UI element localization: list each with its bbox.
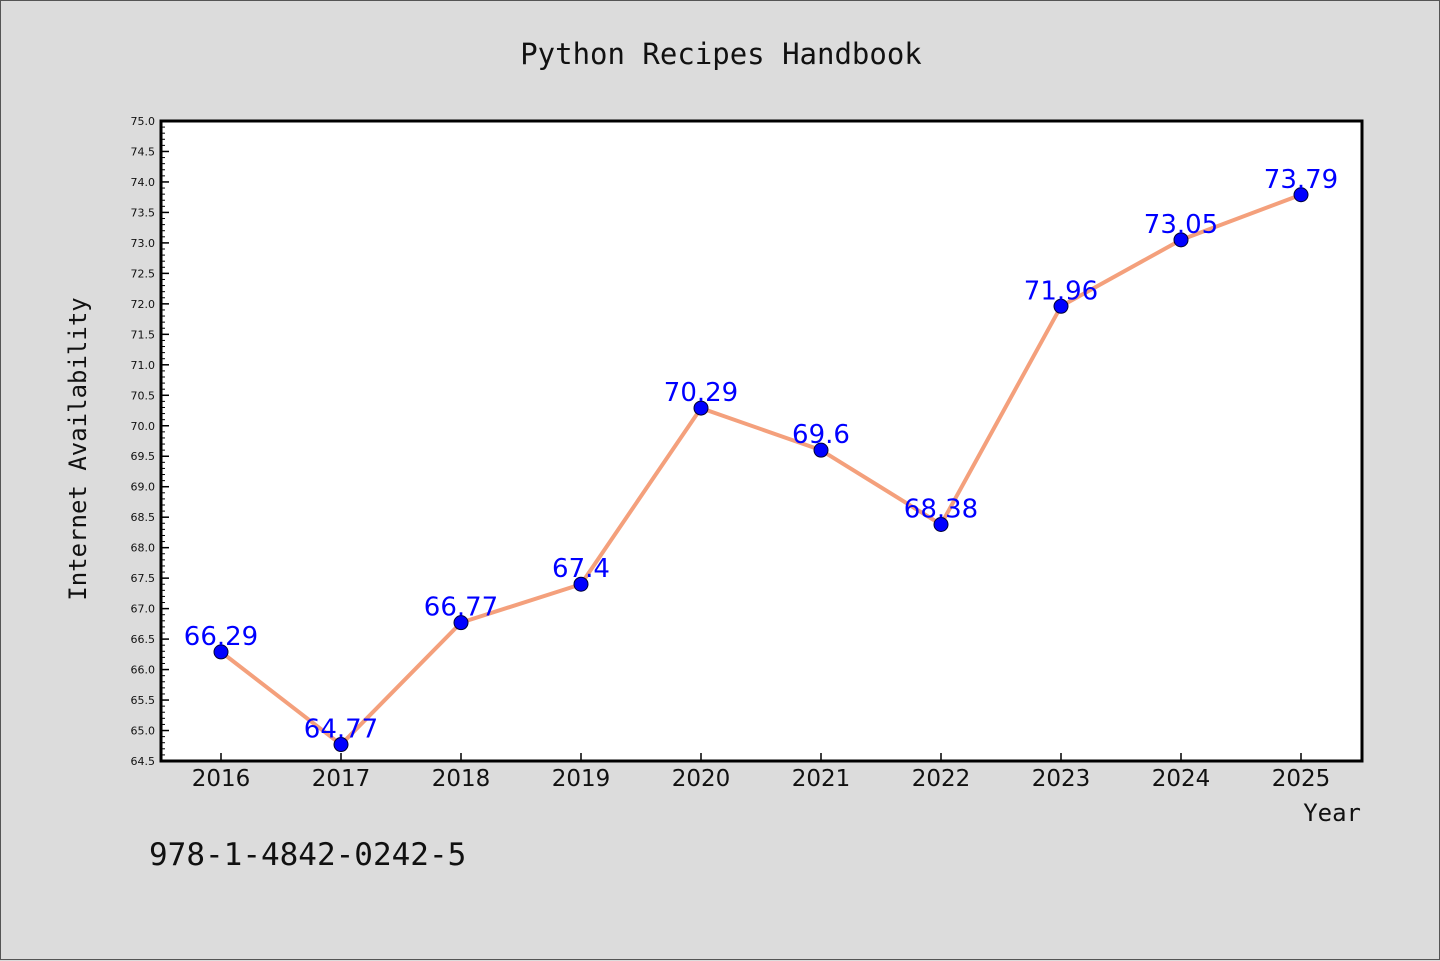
x-tick-label: 2020 bbox=[672, 766, 731, 792]
x-tick-label: 2022 bbox=[912, 766, 971, 792]
x-tick-label: 2024 bbox=[1152, 766, 1211, 792]
x-axis-ticks: 2016 2017 2018 2019 2020 2021 2022 2023 2024 2025 bbox=[192, 753, 1331, 792]
y-tick-label: 74.0 bbox=[131, 176, 156, 189]
data-label: 73.79 bbox=[1264, 165, 1338, 195]
y-tick-label: 67.0 bbox=[131, 603, 156, 616]
data-label: 66.29 bbox=[184, 622, 258, 652]
data-label: 66.77 bbox=[424, 593, 498, 623]
x-tick-label: 2019 bbox=[552, 766, 611, 792]
x-tick-label: 2025 bbox=[1272, 766, 1331, 792]
data-label: 67.4 bbox=[552, 554, 610, 584]
data-label: 70.29 bbox=[664, 378, 738, 408]
y-tick-label: 74.5 bbox=[131, 145, 156, 158]
y-tick-label: 68.5 bbox=[131, 511, 156, 524]
y-tick-label: 72.5 bbox=[131, 267, 156, 280]
data-point bbox=[333, 737, 349, 753]
data-label: 69.6 bbox=[792, 420, 850, 450]
data-point bbox=[573, 576, 589, 592]
x-tick-label: 2021 bbox=[792, 766, 851, 792]
y-tick-label: 70.0 bbox=[131, 420, 156, 433]
data-label: 73.05 bbox=[1144, 210, 1218, 240]
data-point bbox=[933, 517, 949, 533]
data-point bbox=[813, 442, 829, 458]
y-tick-label: 72.0 bbox=[131, 298, 156, 311]
x-tick-label: 2017 bbox=[312, 766, 371, 792]
data-point bbox=[1053, 298, 1069, 314]
series-line bbox=[219, 192, 1303, 747]
y-tick-label: 71.5 bbox=[131, 328, 156, 341]
y-tick-label: 66.5 bbox=[131, 633, 156, 646]
data-label: 71.96 bbox=[1024, 276, 1098, 306]
data-points bbox=[213, 187, 1309, 753]
x-tick-label: 2018 bbox=[432, 766, 491, 792]
plot-area bbox=[161, 121, 1362, 761]
y-tick-label: 65.5 bbox=[131, 694, 156, 707]
y-tick-label: 73.5 bbox=[131, 206, 156, 219]
series-line-group bbox=[219, 192, 1303, 747]
y-tick-label: 66.0 bbox=[131, 664, 156, 677]
y-tick-label: 69.5 bbox=[131, 450, 156, 463]
data-label: 68.38 bbox=[904, 495, 978, 525]
y-tick-label: 68.0 bbox=[131, 542, 156, 555]
y-tick-label: 64.5 bbox=[131, 755, 156, 768]
data-label: 64.77 bbox=[304, 715, 378, 745]
x-tick-label: 2023 bbox=[1032, 766, 1091, 792]
y-tick-label: 70.5 bbox=[131, 389, 156, 402]
data-point bbox=[1173, 232, 1189, 248]
y-tick-label: 71.0 bbox=[131, 359, 156, 372]
isbn-text: 978-1-4842-0242-5 bbox=[149, 837, 466, 873]
y-tick-label: 73.0 bbox=[131, 237, 156, 250]
chart-title: Python Recipes Handbook bbox=[520, 37, 922, 71]
plot-frame bbox=[159, 119, 1364, 763]
y-tick-label: 65.0 bbox=[131, 725, 156, 738]
y-tick-label: 67.5 bbox=[131, 572, 156, 585]
x-tick-label: 2016 bbox=[192, 766, 251, 792]
data-labels: 66.29 64.77 66.77 67.4 70.29 69.6 68.38 71.96 73… bbox=[184, 165, 1338, 745]
y-axis-label: Internet Availability bbox=[64, 297, 92, 600]
data-point bbox=[213, 644, 229, 660]
y-tick-label: 75.0 bbox=[131, 115, 156, 128]
data-point bbox=[453, 615, 469, 631]
data-point bbox=[693, 400, 709, 416]
data-point bbox=[1293, 187, 1309, 203]
x-axis-label: Year bbox=[1303, 799, 1361, 827]
y-tick-label: 69.0 bbox=[131, 481, 156, 494]
